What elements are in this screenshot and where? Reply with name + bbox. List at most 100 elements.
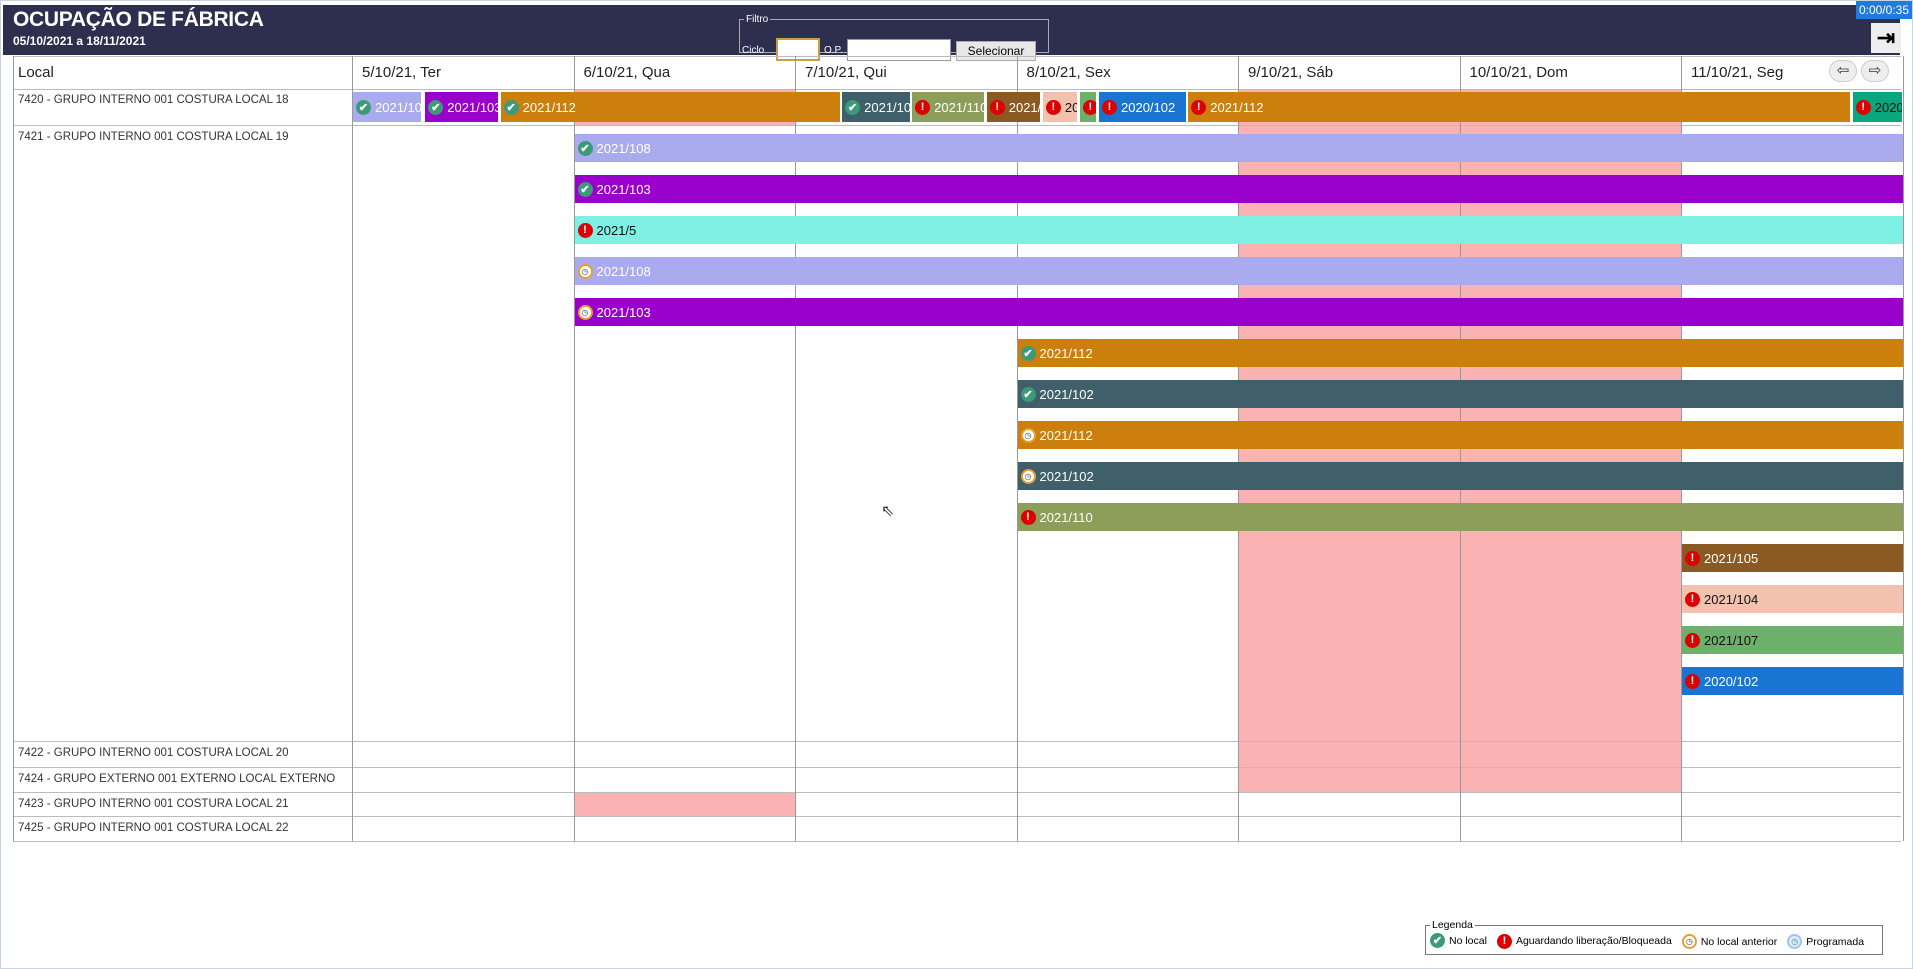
- check-icon: ✔: [577, 181, 593, 197]
- header: OCUPAÇÃO DE FÁBRICA 05/10/2021 a 18/11/2…: [3, 5, 1901, 61]
- order-bar[interactable]: !2020/102: [1099, 92, 1186, 122]
- order-bar[interactable]: ✔2021/102: [842, 92, 910, 122]
- order-label: 2021/112: [1210, 99, 1264, 115]
- day-header: 6/10/21, Qua: [583, 64, 671, 81]
- excl-icon: !: [1855, 99, 1871, 115]
- order-bar[interactable]: ✔ 2021/103: [425, 92, 499, 122]
- order-bar[interactable]: ✔2021/108: [353, 92, 422, 122]
- clock-icon: ◷: [1020, 468, 1036, 484]
- order-bar[interactable]: ◷ 2021/102: [1017, 462, 1903, 490]
- legend-label: Aguardando liberação/Bloqueada: [1515, 935, 1672, 947]
- order-label: 2021/104: [1704, 591, 1759, 607]
- mouse-cursor: ⇖: [881, 503, 895, 520]
- next-button[interactable]: ⇨: [1861, 60, 1889, 82]
- order-label: 2021/110: [934, 99, 985, 115]
- order-label: 2021/102: [864, 99, 910, 115]
- order-bar[interactable]: ◷ 2021/103: [574, 298, 1903, 326]
- order-bar[interactable]: !2020/102: [1682, 667, 1903, 695]
- order-label: 2021/112: [522, 99, 576, 115]
- order-bar[interactable]: !2021/105: [986, 92, 1040, 122]
- row-label: 7425 - GRUPO INTERNO 001 COSTURA LOCAL 2…: [18, 822, 289, 834]
- row-divider: [13, 841, 1901, 842]
- order-bar[interactable]: ✔2021/108: [574, 134, 1903, 162]
- local-header: Local: [18, 64, 54, 81]
- order-bar[interactable]: !2021/104: [1042, 92, 1078, 122]
- order-bar[interactable]: !2021/105: [1682, 544, 1903, 572]
- excl-icon: !: [1020, 509, 1036, 525]
- excl-icon: !: [1685, 550, 1700, 566]
- order-bar[interactable]: !2021/107: [1079, 92, 1097, 122]
- order-label: 2020/102: [1874, 99, 1903, 115]
- order-label: 2020/102: [1121, 99, 1176, 115]
- order-bar[interactable]: ! 2021/5: [574, 216, 1903, 244]
- row-label: 7423 - GRUPO INTERNO 001 COSTURA LOCAL 2…: [18, 798, 289, 810]
- excl-icon: !: [1685, 591, 1700, 607]
- col-divider: [1016, 56, 1018, 841]
- row-divider: [13, 125, 1901, 126]
- order-label: 2021/110: [1039, 509, 1093, 525]
- order-bar[interactable]: ! 2021/110: [912, 92, 985, 122]
- order-label: 2021/5: [596, 222, 637, 238]
- order-bar[interactable]: !2020/102: [1852, 92, 1903, 122]
- excl-icon: !: [1045, 99, 1061, 115]
- order-label: 2021/103: [596, 304, 651, 320]
- order-label: 2021/102: [1039, 386, 1094, 402]
- row-divider: [13, 741, 1901, 742]
- legend-label: No local anterior: [1700, 935, 1778, 948]
- legend-label: No local: [1449, 934, 1487, 947]
- col-divider: [795, 56, 796, 841]
- excl-icon: !: [1685, 632, 1700, 648]
- row-divider: [13, 767, 1901, 768]
- row-label: 7421 - GRUPO INTERNO 001 COSTURA LOCAL 1…: [18, 131, 289, 143]
- order-bar[interactable]: ! 2021/112: [1188, 92, 1851, 122]
- day-header: 7/10/21, Qui: [805, 64, 887, 81]
- op-input[interactable]: [847, 39, 951, 61]
- order-bar[interactable]: ✔2021/102: [1017, 380, 1903, 408]
- filter-box: Filtro Ciclo O.P. Selecionar: [739, 14, 1049, 61]
- prog-icon: ◷: [1787, 934, 1803, 949]
- order-label: 2021/102: [1039, 468, 1094, 484]
- excl-icon: !: [1496, 933, 1512, 949]
- row-label: 7420 - GRUPO INTERNO 001 COSTURA LOCAL 1…: [18, 94, 289, 106]
- check-icon: ✔: [1020, 345, 1036, 361]
- filter-legend: Filtro: [746, 14, 769, 25]
- excl-icon: !: [577, 222, 593, 238]
- page-title: OCUPAÇÃO DE FÁBRICA: [13, 8, 264, 31]
- order-bar[interactable]: ✔ 2021/112: [1017, 339, 1903, 367]
- excl-icon: !: [915, 99, 931, 115]
- row-divider: [13, 56, 1901, 57]
- ciclo-input[interactable]: [776, 38, 820, 61]
- order-label: 2021/104: [1064, 99, 1078, 115]
- legend-title: Legenda: [1432, 919, 1473, 931]
- col-divider: [1902, 56, 1904, 841]
- day-header: 9/10/21, Sáb: [1248, 64, 1334, 81]
- exit-button[interactable]: ⇥: [1871, 23, 1901, 53]
- check-icon: ✔: [577, 140, 593, 156]
- order-bar[interactable]: ! 2021/110: [1017, 503, 1903, 531]
- order-bar[interactable]: !2021/107: [1682, 626, 1903, 654]
- col-divider: [352, 56, 353, 841]
- order-bar[interactable]: ✔ 2021/112: [500, 92, 840, 122]
- legend: Legenda ✔ No local! Aguardando liberação/B…: [1425, 919, 1883, 955]
- clock-icon: ◷: [1681, 934, 1697, 949]
- check-icon: ✔: [503, 99, 519, 115]
- excl-icon: !: [989, 99, 1005, 115]
- op-label: O.P.: [824, 45, 843, 56]
- order-bar[interactable]: ◷ 2021/108: [574, 257, 1903, 285]
- excl-icon: !: [1082, 99, 1097, 115]
- order-label: 2020/102: [1704, 673, 1759, 689]
- order-bar[interactable]: !2021/104: [1682, 585, 1903, 613]
- col-divider: [573, 56, 575, 841]
- order-bar[interactable]: ✔ 2021/103: [574, 175, 1903, 203]
- check-icon: ✔: [845, 99, 861, 115]
- order-bar[interactable]: ◷ 2021/112: [1017, 421, 1903, 449]
- order-label: 2021/103: [596, 181, 651, 197]
- check-icon: ✔: [428, 99, 444, 115]
- prev-button[interactable]: ⇦: [1829, 60, 1857, 82]
- order-label: 2021/105: [1704, 550, 1759, 566]
- day-header: 8/10/21, Sex: [1026, 64, 1111, 81]
- occupancy-grid: Local 5/10/21, Ter 6/10/21, Qua 7/10/21, Qu…: [13, 56, 1904, 842]
- legend-item: ◷ Programada: [1787, 934, 1864, 949]
- check-icon: ✔: [1020, 386, 1036, 402]
- period-label: 05/10/2021 a 18/11/2021: [13, 34, 146, 48]
